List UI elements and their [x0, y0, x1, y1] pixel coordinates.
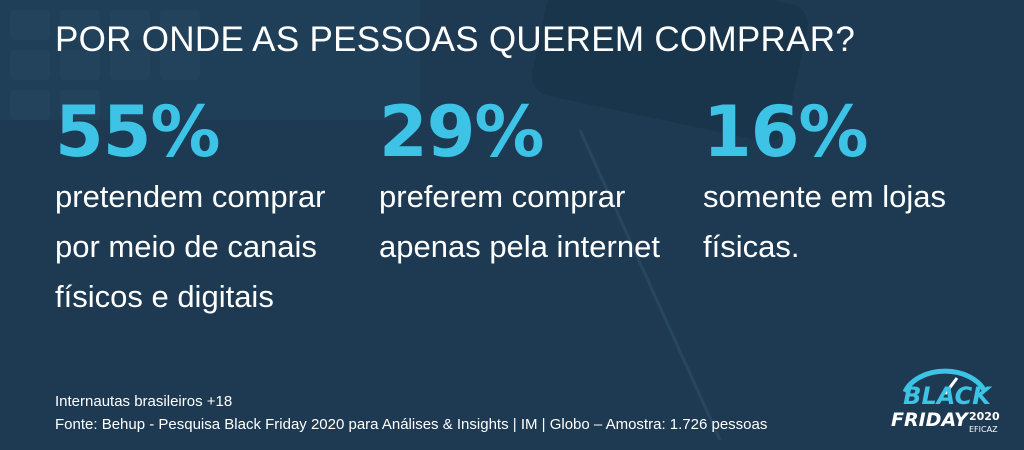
logo-arc	[902, 368, 988, 394]
stat-value: 29%	[379, 91, 545, 173]
stat-text: preferem comprar	[379, 179, 626, 214]
logo-text: FRIDAY	[891, 409, 970, 431]
logo-year: 2020	[969, 410, 1000, 423]
stat-column: 55% pretendem comprar por meio de canais…	[55, 92, 326, 322]
stat-text: somente em lojas	[703, 179, 946, 214]
stat-column: 29% preferem comprar apenas pela interne…	[379, 92, 660, 272]
footer-source: Fonte: Behup - Pesquisa Black Friday 202…	[55, 416, 768, 433]
stat-text: físicas.	[703, 229, 800, 264]
stat-value: 55%	[55, 91, 221, 173]
stat-column: 16% somente em lojas físicas.	[703, 92, 946, 272]
stat-value: 16%	[703, 91, 869, 173]
stat-text: por meio de canais	[55, 229, 317, 264]
title: POR ONDE AS PESSOAS QUEREM COMPRAR?	[55, 20, 856, 59]
logo-needle	[943, 377, 959, 395]
stat-text: pretendem comprar	[55, 179, 326, 214]
logo: BLACK FRIDAY 2020 EFICAZ	[891, 368, 1000, 434]
logo-brand: EFICAZ	[969, 425, 998, 434]
stat-text: apenas pela internet	[379, 229, 660, 264]
logo-text: BLACK	[903, 382, 993, 410]
footer-note: Internautas brasileiros +18	[55, 393, 233, 410]
stat-text: físicos e digitais	[55, 279, 274, 314]
